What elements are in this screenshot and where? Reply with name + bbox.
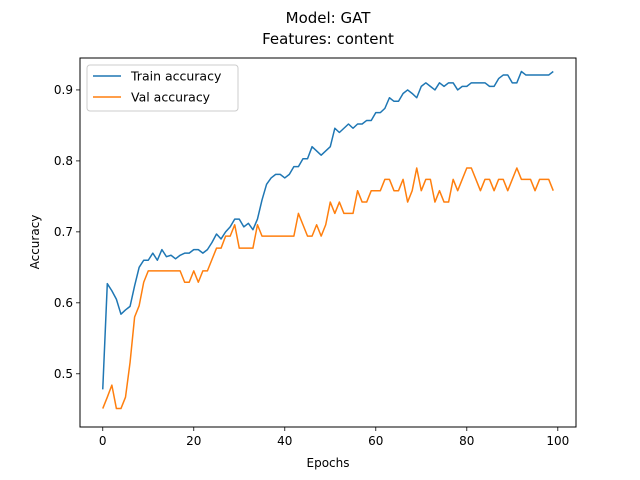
x-tick-label: 40 xyxy=(277,434,292,448)
x-tick-label: 60 xyxy=(368,434,383,448)
y-tick-label: 0.6 xyxy=(54,296,73,310)
legend: Train accuracy Val accuracy xyxy=(86,64,239,112)
series-line-train xyxy=(102,70,554,390)
x-tick-label: 100 xyxy=(546,434,569,448)
chart-title: Model: GAT xyxy=(286,9,372,27)
series-line-val xyxy=(102,167,554,410)
y-tick-label: 0.7 xyxy=(54,225,73,239)
y-tick-label: 0.5 xyxy=(54,367,73,381)
legend-label-train: Train accuracy xyxy=(130,69,222,84)
y-axis-ticks: 0.5 0.6 0.7 0.8 0.9 xyxy=(54,83,80,381)
legend-box xyxy=(86,64,239,112)
legend-label-val: Val accuracy xyxy=(131,90,211,105)
y-tick-label: 0.9 xyxy=(54,83,73,97)
y-tick-label: 0.8 xyxy=(54,154,73,168)
x-tick-label: 80 xyxy=(459,434,474,448)
plot-lines xyxy=(102,70,554,410)
x-axis-ticks: 0 20 40 60 80 100 xyxy=(99,427,569,448)
x-tick-label: 0 xyxy=(99,434,107,448)
x-axis-label: Epochs xyxy=(307,456,350,470)
x-tick-label: 20 xyxy=(186,434,201,448)
y-axis-label: Accuracy xyxy=(28,215,42,270)
plot-frame xyxy=(79,57,577,428)
chart-subtitle: Features: content xyxy=(262,30,394,48)
